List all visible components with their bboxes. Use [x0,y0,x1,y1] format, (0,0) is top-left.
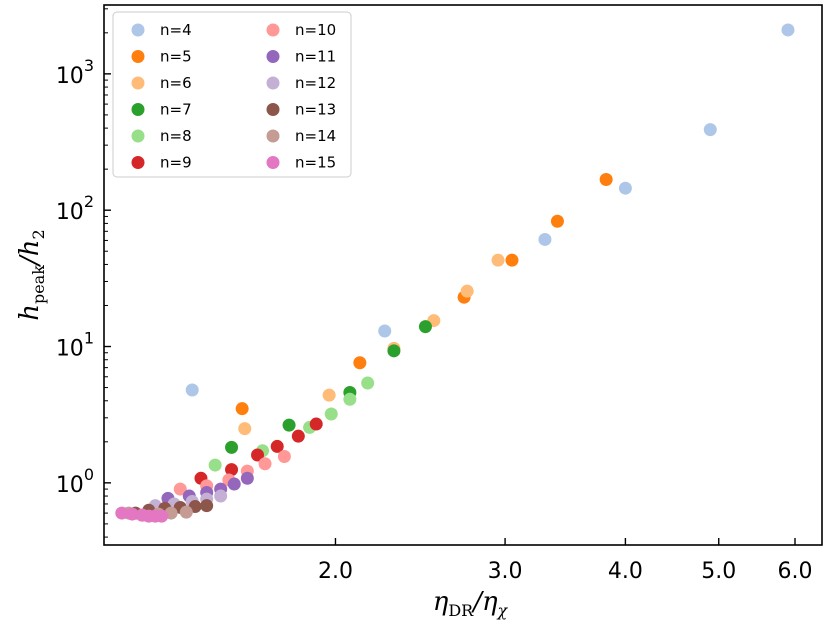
data-point [240,471,254,485]
y-axis-label: hpeak/h2 [15,229,48,320]
legend-marker [131,103,145,116]
data-point [282,418,296,432]
legend-label: n=6 [160,74,192,92]
data-point [505,253,519,267]
legend-label: n=15 [295,154,336,172]
data-point [538,232,552,246]
legend-marker [131,50,145,63]
data-point [460,284,474,298]
legend-marker [266,129,280,143]
legend: n=4 n=5 n=6 n=7 n=8 n=9 n=10 n=11 n=12 n=13 n=14 n=… [112,11,352,178]
data-point [309,417,323,431]
legend-label: n=11 [295,48,336,66]
legend-label: n=13 [295,101,336,119]
legend-label: n=8 [160,127,192,145]
legend-marker [266,156,280,169]
data-point [343,392,357,406]
data-point [155,509,169,523]
x-axis-label: ηDR/ηχ [433,587,509,620]
x-tick-label: 6.0 [778,559,813,584]
y-tick-label: 100 [56,465,94,498]
legend-box [112,11,352,178]
x-tick-label: 2.0 [318,559,353,584]
data-point [125,507,139,521]
data-point [618,181,632,195]
y-tick-label: 102 [56,192,94,225]
data-point [703,123,717,137]
legend-marker [266,23,280,37]
data-point [387,344,401,358]
data-point [173,482,187,496]
data-point [291,429,305,443]
legend-marker [131,76,145,90]
legend-marker [266,76,280,90]
data-point [238,422,252,436]
data-point [235,402,249,416]
legend-marker [131,156,145,169]
data-point [258,457,272,471]
data-point [208,458,222,472]
legend-marker [131,23,145,37]
legend-marker [266,50,280,63]
data-point [324,407,338,421]
x-tick-label: 3.0 [488,559,523,584]
data-point [185,383,199,397]
data-point [361,376,375,390]
data-point [251,448,265,462]
data-point [179,505,193,519]
data-point [115,506,129,520]
data-point [225,463,239,477]
legend-label: n=10 [295,21,336,39]
legend-label: n=12 [295,74,336,92]
legend-marker [131,129,145,143]
legend-label: n=5 [160,48,192,66]
legend-marker [266,103,280,116]
data-point [781,23,795,37]
data-point [214,489,228,503]
x-tick-label: 4.0 [608,559,643,584]
data-point [599,172,613,186]
plot-frame [103,4,823,546]
data-point [277,450,291,464]
legend-label: n=4 [160,21,192,39]
x-tick-label: 5.0 [701,559,736,584]
data-point [270,439,284,453]
x-axis-ticks: 2.0 3.0 4.0 5.0 6.0 [318,538,813,584]
data-point [353,356,367,370]
data-point [225,440,239,454]
data-point [491,253,505,267]
y-tick-label: 103 [56,56,94,89]
data-point [550,214,564,228]
data-point [200,499,214,513]
data-point [378,324,392,338]
data-points [115,23,795,523]
y-tick-label: 101 [56,329,94,362]
legend-label: n=14 [295,127,336,145]
data-point [418,320,432,334]
y-axis-ticks: 100 101 102 103 [56,8,111,538]
data-point [227,477,241,491]
legend-label: n=9 [160,154,192,172]
data-point [322,388,336,402]
legend-label: n=7 [160,101,192,119]
